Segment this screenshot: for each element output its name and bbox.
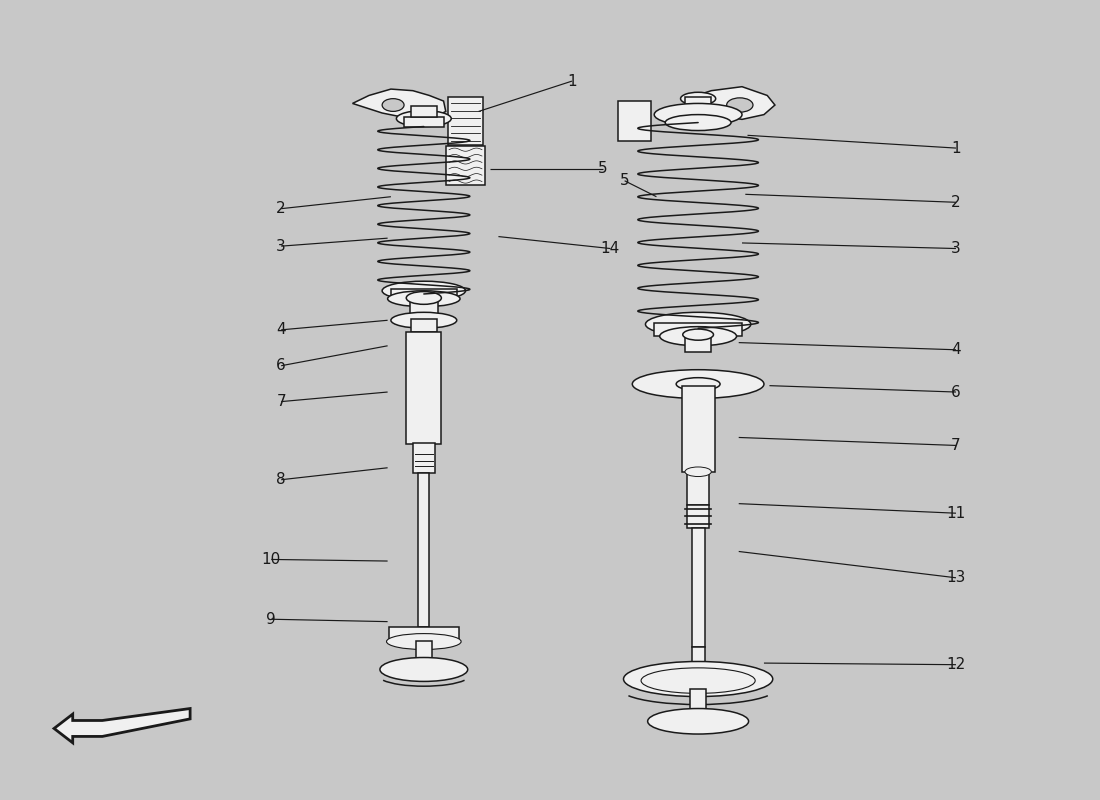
Text: 12: 12 bbox=[946, 657, 966, 672]
Bar bbox=[448, 97, 483, 145]
Bar bbox=[692, 527, 705, 647]
Text: 1: 1 bbox=[952, 141, 960, 155]
Ellipse shape bbox=[683, 329, 714, 340]
Text: 5: 5 bbox=[619, 174, 629, 188]
Polygon shape bbox=[54, 709, 190, 743]
Bar bbox=[682, 386, 715, 472]
Bar bbox=[691, 689, 706, 719]
Bar bbox=[654, 323, 743, 336]
Polygon shape bbox=[352, 89, 446, 119]
Text: 9: 9 bbox=[266, 612, 276, 626]
Text: 11: 11 bbox=[946, 506, 966, 521]
Bar bbox=[418, 474, 429, 627]
Text: 13: 13 bbox=[946, 570, 966, 586]
Text: 6: 6 bbox=[276, 358, 286, 374]
Bar bbox=[685, 97, 712, 111]
Bar bbox=[688, 472, 710, 506]
Text: 6: 6 bbox=[952, 385, 960, 399]
Bar bbox=[416, 641, 431, 665]
Ellipse shape bbox=[681, 92, 716, 105]
Ellipse shape bbox=[386, 634, 461, 650]
Ellipse shape bbox=[641, 668, 756, 694]
Ellipse shape bbox=[390, 312, 456, 328]
Ellipse shape bbox=[660, 326, 737, 346]
Ellipse shape bbox=[624, 662, 772, 697]
Bar bbox=[406, 332, 441, 444]
Ellipse shape bbox=[382, 282, 465, 300]
Bar bbox=[618, 101, 651, 141]
Ellipse shape bbox=[406, 291, 441, 304]
Bar bbox=[409, 298, 438, 314]
Bar bbox=[692, 647, 705, 673]
Bar bbox=[410, 106, 437, 117]
Bar bbox=[390, 289, 456, 298]
Bar bbox=[446, 146, 485, 185]
Ellipse shape bbox=[387, 290, 460, 306]
Text: 1: 1 bbox=[568, 74, 576, 89]
Ellipse shape bbox=[632, 370, 764, 398]
Bar bbox=[412, 443, 434, 474]
Ellipse shape bbox=[676, 378, 720, 390]
Ellipse shape bbox=[727, 98, 754, 112]
Text: 2: 2 bbox=[276, 201, 286, 216]
Text: 7: 7 bbox=[952, 438, 960, 453]
Ellipse shape bbox=[379, 658, 467, 682]
Bar bbox=[388, 627, 459, 642]
Text: 10: 10 bbox=[262, 552, 280, 567]
Polygon shape bbox=[688, 86, 774, 119]
Text: 5: 5 bbox=[598, 162, 607, 176]
Text: 3: 3 bbox=[276, 238, 286, 254]
Ellipse shape bbox=[666, 114, 732, 130]
Bar bbox=[685, 334, 712, 352]
Ellipse shape bbox=[654, 103, 743, 126]
Ellipse shape bbox=[396, 110, 451, 126]
Ellipse shape bbox=[648, 709, 749, 734]
Text: 2: 2 bbox=[952, 194, 960, 210]
Bar bbox=[404, 117, 443, 126]
Text: 4: 4 bbox=[276, 322, 286, 338]
Ellipse shape bbox=[685, 467, 712, 477]
Text: 4: 4 bbox=[952, 342, 960, 358]
Bar bbox=[410, 319, 437, 332]
Text: 8: 8 bbox=[276, 472, 286, 487]
Bar bbox=[688, 506, 710, 527]
Ellipse shape bbox=[382, 98, 404, 111]
Text: 7: 7 bbox=[276, 394, 286, 409]
Ellipse shape bbox=[646, 312, 751, 336]
Text: 14: 14 bbox=[601, 241, 620, 256]
Text: 3: 3 bbox=[952, 241, 960, 256]
